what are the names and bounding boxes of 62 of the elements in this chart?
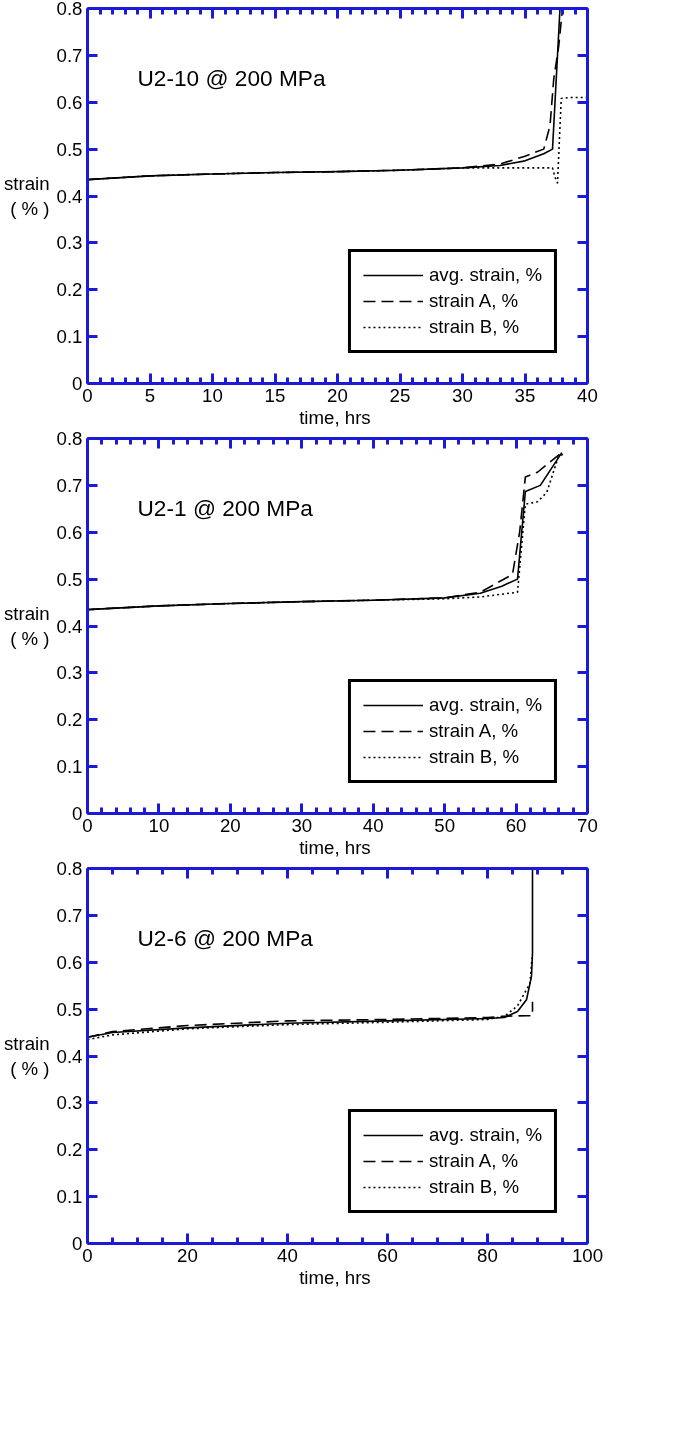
x-tick-label: 25 xyxy=(389,384,411,406)
x-tick-label: 50 xyxy=(434,814,456,836)
x-tick-label: 40 xyxy=(277,1244,298,1266)
y-tick-label: 0.3 xyxy=(56,1092,83,1114)
x-tick-label: 5 xyxy=(144,384,156,406)
y-tick-label: 0.4 xyxy=(56,615,83,637)
x-tick-label: 10 xyxy=(148,814,170,836)
x-tick-label: 35 xyxy=(514,384,536,406)
legend-label: avg. strain, % xyxy=(428,264,542,286)
y-tick-label: 0.8 xyxy=(56,0,83,19)
y-tick-label: 0.7 xyxy=(56,474,83,496)
y-tick-label: 0.6 xyxy=(56,521,83,543)
y-tick-label: 0.5 xyxy=(56,998,83,1020)
x-axis-title: time, hrs xyxy=(299,836,371,858)
y-tick-label: 0.1 xyxy=(56,756,83,778)
y-axis-title: strain ( % ) xyxy=(3,172,50,220)
y-tick-label: 0.3 xyxy=(56,662,83,684)
x-axis-title: time, hrs xyxy=(299,1266,371,1288)
x-tick-label: 20 xyxy=(177,1244,198,1266)
y-tick-label: 0.6 xyxy=(56,91,83,113)
x-tick-label: 60 xyxy=(505,814,527,836)
x-tick-label: 40 xyxy=(362,814,384,836)
y-tick-label: 0.5 xyxy=(56,568,83,590)
y-tick-label: 0.7 xyxy=(56,904,83,926)
x-tick-label: 30 xyxy=(452,384,473,406)
y-tick-label: 0.4 xyxy=(56,185,83,207)
y-tick-label: 0.2 xyxy=(56,1139,83,1161)
y-tick-label: 0.1 xyxy=(56,1186,83,1208)
x-tick-label: 30 xyxy=(291,814,313,836)
x-tick-label: 15 xyxy=(264,384,286,406)
legend-label: strain A, % xyxy=(428,1150,519,1172)
y-axis-title: strain ( % ) xyxy=(3,602,50,650)
y-tick-label: 0.2 xyxy=(56,709,83,731)
annotation: U2-6 @ 200 MPa xyxy=(137,925,314,951)
y-tick-label: 0.3 xyxy=(56,232,83,254)
legend-label: strain A, % xyxy=(428,290,519,312)
y-axis-title: strain ( % ) xyxy=(3,1032,50,1080)
x-tick-label: 100 xyxy=(571,1244,604,1266)
x-tick-label: 80 xyxy=(477,1244,498,1266)
legend-label: strain B, % xyxy=(428,316,520,338)
y-tick-label: 0.6 xyxy=(56,951,83,973)
y-tick-label: 0.5 xyxy=(56,138,83,160)
x-axis-title: time, hrs xyxy=(299,406,371,428)
x-tick-label: 20 xyxy=(219,814,241,836)
annotation: U2-1 @ 200 MPa xyxy=(137,495,314,521)
legend-label: avg. strain, % xyxy=(428,694,542,716)
x-tick-label: 60 xyxy=(377,1244,398,1266)
y-tick-label: 0.8 xyxy=(56,858,83,879)
annotation: U2-10 @ 200 MPa xyxy=(137,65,326,91)
x-tick-label: 70 xyxy=(577,814,598,836)
x-tick-label: 20 xyxy=(327,384,348,406)
legend-label: strain B, % xyxy=(428,1176,520,1198)
legend-label: avg. strain, % xyxy=(428,1124,542,1146)
legend-label: strain A, % xyxy=(428,720,519,742)
y-tick-label: 0.2 xyxy=(56,279,83,301)
x-tick-label: 40 xyxy=(577,384,598,406)
legend-label: strain B, % xyxy=(428,746,520,768)
y-tick-label: 0.8 xyxy=(56,428,83,449)
y-tick-label: 0.4 xyxy=(56,1045,83,1067)
y-tick-label: 0.7 xyxy=(56,44,83,66)
y-tick-label: 0.1 xyxy=(56,326,83,348)
x-tick-label: 10 xyxy=(202,384,223,406)
